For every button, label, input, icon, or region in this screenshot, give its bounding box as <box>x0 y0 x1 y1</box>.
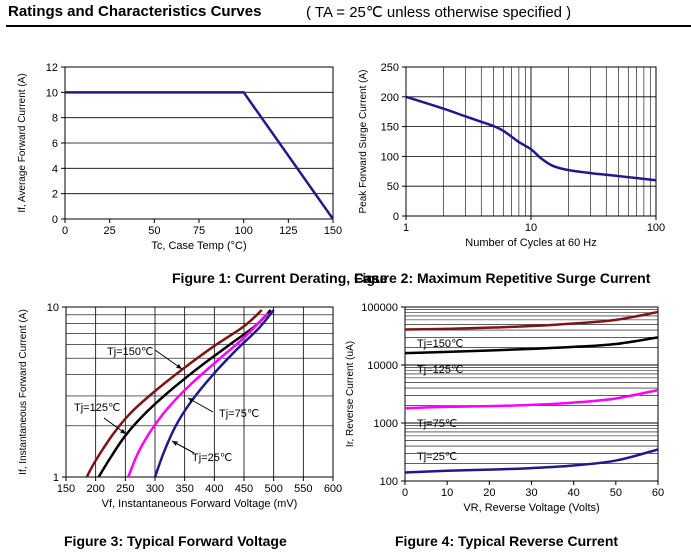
x-tick-label: 450 <box>235 483 253 495</box>
x-tick-label: 0 <box>62 225 68 237</box>
x-tick-label: 1 <box>403 222 409 234</box>
fig4-grid <box>405 309 658 464</box>
series-line-ifsm <box>406 95 656 182</box>
fig3-caption: Figure 3: Typical Forward Voltage <box>64 533 287 549</box>
series-line-tj-25 <box>405 448 658 474</box>
fig4-x-axis-label: VR, Reverse Voltage (Volts) <box>463 502 599 514</box>
series-line-tj-75 <box>127 312 269 477</box>
x-tick-label: 500 <box>264 483 282 495</box>
annotation-tj-125: Tj=125℃ <box>74 402 120 414</box>
fig4-chart: 0 10 20 30 40 50 60 100 1000 10000 100000 VR, Rever… <box>345 302 664 549</box>
y-tick-label: 50 <box>387 181 399 193</box>
x-tick-label: 50 <box>610 487 622 499</box>
fig3-grid <box>66 307 333 477</box>
x-tick-label: 550 <box>294 483 312 495</box>
y-tick-label: 250 <box>381 62 399 74</box>
x-tick-label: 150 <box>57 483 75 495</box>
x-tick-label: 350 <box>175 483 193 495</box>
fig1-x-axis-label: Tc, Case Temp (°C) <box>151 240 246 252</box>
fig2-x-axis-label: Number of Cycles at 60 Hz <box>465 237 596 249</box>
x-tick-label: 150 <box>324 225 342 237</box>
fig2-grid <box>406 66 656 216</box>
annotation-tj-150: Tj=150℃ <box>417 338 463 350</box>
fig4-y-axis-label: Ir, Reverse Current (uA) <box>345 341 356 447</box>
fig2-y-axis-label: Peak Forward Surge Current (A) <box>358 70 369 214</box>
fig2-caption: Figure 2: Maximum Repetitive Surge Curre… <box>354 270 651 286</box>
arrow-head-icon <box>188 398 194 403</box>
y-tick-label: 10 <box>46 87 58 99</box>
y-tick-label: 1 <box>53 472 59 484</box>
condition-note: ( TA = 25℃ unless otherwise specified ) <box>306 4 572 21</box>
y-tick-label: 0 <box>393 211 399 223</box>
y-tick-label: 10 <box>47 302 59 314</box>
fig3-x-axis-label: Vf, Instantaneous Forward Voltage (mV) <box>102 498 298 510</box>
x-tick-label: 600 <box>324 483 342 495</box>
x-tick-label: 50 <box>148 225 160 237</box>
series-line-tj-150 <box>405 310 658 331</box>
y-tick-label: 12 <box>46 62 58 74</box>
x-tick-label: 25 <box>104 225 116 237</box>
fig1-grid <box>65 66 333 195</box>
series-line-if <box>65 91 333 219</box>
y-tick-label: 4 <box>52 163 58 175</box>
y-tick-label: 6 <box>52 138 58 150</box>
x-tick-label: 40 <box>568 487 580 499</box>
x-tick-label: 125 <box>279 225 297 237</box>
y-tick-label: 2 <box>52 189 58 201</box>
y-tick-label: 100 <box>380 476 398 488</box>
x-tick-label: 0 <box>402 487 408 499</box>
fig4-caption: Figure 4: Typical Reverse Current <box>395 533 618 549</box>
arrow-head-icon <box>176 363 182 369</box>
x-tick-label: 200 <box>86 483 104 495</box>
annotation-tj-75: Tj=75℃ <box>219 408 259 420</box>
series-line-tj-150 <box>85 309 263 477</box>
header-divider <box>6 25 691 27</box>
fig2-chart: 1 10 100 0 50 100 150 200 250 Number of Cycles at… <box>354 62 665 286</box>
x-tick-label: 20 <box>483 487 495 499</box>
fig3-y-axis-label: If, Instantaneous Forward Current (A) <box>18 309 29 475</box>
fig3-chart: 150 200 250 300 350 400 450 500 550 600 1 10 Vf, Ins… <box>18 302 342 549</box>
x-tick-label: 60 <box>652 487 664 499</box>
fig1-chart: 0 25 50 75 100 125 150 0 2 4 6 8 10 12 Tc, Case Temp (… <box>17 62 388 286</box>
page-title: Ratings and Characteristics Curves <box>8 3 262 20</box>
y-tick-label: 10000 <box>367 360 398 372</box>
series-line-tj-125 <box>405 336 658 355</box>
x-tick-label: 10 <box>441 487 453 499</box>
arrow-head-icon <box>120 428 126 434</box>
fig1-caption: Figure 1: Current Derating, Case <box>172 270 388 286</box>
y-tick-label: 100000 <box>361 302 398 314</box>
x-tick-label: 75 <box>193 225 205 237</box>
x-tick-label: 30 <box>525 487 537 499</box>
x-tick-label: 10 <box>525 222 537 234</box>
fig1-y-axis-label: If, Average Forward Current (A) <box>17 73 28 212</box>
series-line-tj-25 <box>153 309 275 477</box>
x-tick-label: 100 <box>647 222 665 234</box>
annotation-tj-75: Tj=75℃ <box>417 418 457 430</box>
series-line-tj-125 <box>97 309 272 477</box>
y-tick-label: 100 <box>381 151 399 163</box>
y-tick-label: 8 <box>52 113 58 125</box>
annotation-tj-125: Tj=125℃ <box>417 364 463 376</box>
y-tick-label: 1000 <box>374 418 398 430</box>
x-tick-label: 300 <box>146 483 164 495</box>
x-tick-label: 250 <box>116 483 134 495</box>
y-tick-label: 200 <box>381 92 399 104</box>
x-tick-label: 400 <box>205 483 223 495</box>
x-tick-label: 100 <box>234 225 252 237</box>
y-tick-label: 150 <box>381 122 399 134</box>
fig3-plot-frame <box>65 306 334 478</box>
annotation-tj-25: Tj=25℃ <box>417 451 457 463</box>
page-header: Ratings and Characteristics Curves ( TA … <box>0 0 691 27</box>
annotation-tj-150: Tj=150℃ <box>107 346 153 358</box>
series-line-tj-75 <box>405 388 658 410</box>
arrow-head-icon <box>172 441 178 446</box>
annotation-tj-25: Tj=25℃ <box>192 452 232 464</box>
y-tick-label: 0 <box>52 214 58 226</box>
